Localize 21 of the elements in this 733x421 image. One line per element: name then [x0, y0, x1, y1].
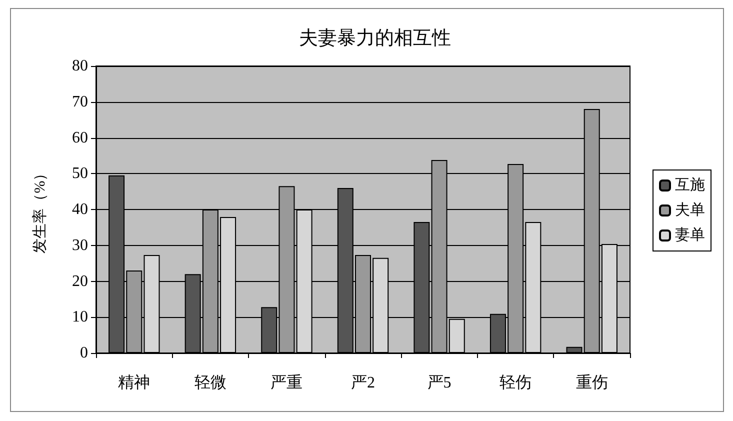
- y-tick-label: 70: [72, 93, 88, 110]
- y-tick-label: 30: [72, 236, 88, 254]
- y-tick-label: 10: [72, 308, 88, 326]
- x-tick-label: 严5: [427, 374, 452, 392]
- legend-label: 夫单: [675, 202, 705, 218]
- x-tick-label: 严2: [351, 374, 375, 392]
- y-tick-label: 60: [72, 129, 88, 146]
- x-tick-label: 轻微: [194, 374, 226, 392]
- y-tick-label: 50: [72, 165, 88, 182]
- x-tick-label: 重伤: [576, 374, 608, 392]
- y-tick-label: 0: [80, 344, 88, 362]
- chart-title: 夫妻暴力的相互性: [299, 28, 451, 49]
- legend-label: 互施: [675, 176, 705, 194]
- y-tick-label: 20: [72, 272, 88, 290]
- x-tick-label: 精神: [118, 374, 150, 392]
- legend-label: 妻单: [675, 226, 705, 244]
- y-axis-title: 发生率（%）: [32, 166, 48, 254]
- x-tick-label: 轻伤: [500, 374, 532, 392]
- x-tick-label: 严重: [270, 374, 303, 392]
- y-tick-label: 40: [72, 201, 88, 218]
- y-tick-label: 80: [72, 58, 88, 74]
